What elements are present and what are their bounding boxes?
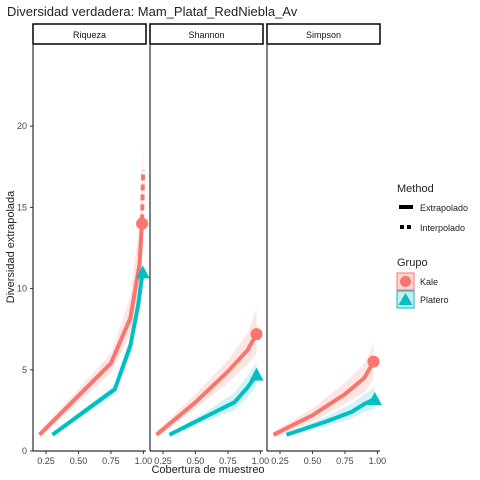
observed-point-platero [135, 265, 150, 279]
strip-label: Riqueza [73, 30, 106, 40]
panel-riqueza: Riqueza 0.25 0.50 0.75 1.00 [32, 23, 153, 466]
ci-band-platero [286, 387, 375, 437]
observed-point-kale [367, 355, 380, 368]
x-tick-label: 0.25 [271, 456, 289, 466]
line-interpolado-platero [51, 272, 145, 437]
x-tick-label: 1.00 [135, 456, 153, 466]
y-tick-label: 20 [17, 121, 27, 131]
line-interpolado-kale [272, 360, 376, 437]
chart-title: Diversidad verdadera: Mam_Plataf_RedNieb… [7, 4, 298, 19]
line-interpolado-platero [285, 397, 376, 437]
legend-extrapolado-label: Extrapolado [420, 203, 468, 213]
observed-point-kale [136, 217, 149, 230]
line-extrapolado-kale [140, 170, 146, 221]
legend-grupo-title: Grupo [397, 257, 428, 269]
line-interpolado-kale [38, 223, 145, 437]
legend-interpolado-label: Interpolado [420, 223, 465, 233]
ci-band-platero [169, 361, 257, 437]
x-tick-label: 0.75 [336, 456, 354, 466]
line-interpolado-kale [155, 333, 259, 437]
strip-riqueza [32, 23, 147, 45]
y-axis: 0 5 10 15 20 [17, 121, 33, 456]
y-tick-label: 10 [17, 284, 27, 294]
ci-band-kale [39, 142, 144, 439]
legend-kale-key-marker [400, 276, 411, 287]
y-tick-label: 15 [17, 202, 27, 212]
strip-label: Shannon [188, 30, 224, 40]
x-tick-label: 0.75 [102, 456, 120, 466]
x-tick-label: 0.50 [70, 456, 88, 466]
facet-panels: Riqueza 0.25 0.50 0.75 1.00 Shannon 0.25 0.50 0.… [32, 23, 387, 466]
legend: Method Extrapolado Interpolado Grupo Kal… [396, 183, 468, 309]
y-tick-label: 0 [22, 446, 27, 456]
y-axis-label: Diversidad extrapolada [5, 190, 17, 303]
observed-point-platero [249, 367, 264, 381]
x-tick-label: 1.00 [252, 456, 270, 466]
legend-platero-key-marker [398, 293, 413, 305]
legend-platero-label: Platero [420, 295, 449, 305]
legend-kale-label: Kale [420, 277, 438, 287]
panel-shannon: Shannon 0.25 0.50 0.75 1.00 [149, 23, 270, 466]
panel-simpson: Simpson 0.25 0.50 0.75 1.00 [266, 23, 387, 466]
observed-point-platero [367, 392, 382, 406]
y-tick-label: 5 [22, 365, 27, 375]
strip-label: Simpson [306, 30, 341, 40]
x-tick-label: 0.50 [187, 456, 205, 466]
strip-simpson [266, 23, 381, 45]
x-tick-label: 0.25 [37, 456, 55, 466]
x-axis-label: Cobertura de muestreo [151, 464, 264, 476]
observed-point-kale [250, 328, 263, 341]
x-tick-label: 0.75 [219, 456, 237, 466]
x-tick-label: 1.00 [369, 456, 387, 466]
x-tick-label: 0.50 [304, 456, 322, 466]
strip-shannon [149, 23, 264, 45]
x-tick-label: 0.25 [154, 456, 172, 466]
legend-method-title: Method [397, 183, 434, 195]
line-interpolado-platero [168, 373, 259, 437]
